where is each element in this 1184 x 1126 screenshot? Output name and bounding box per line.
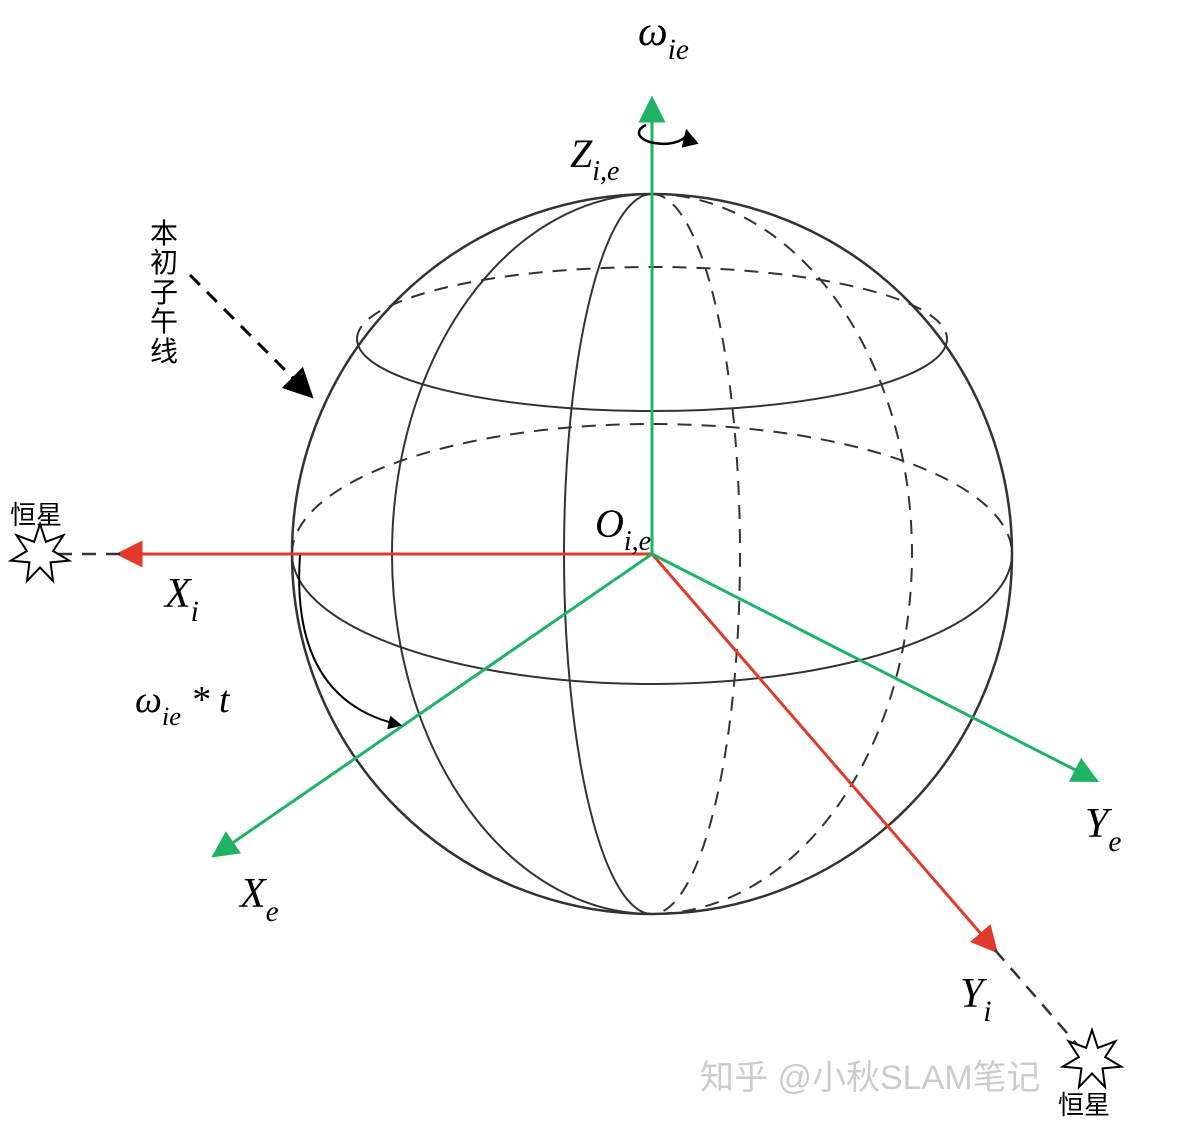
label-x-e: Xe <box>240 870 279 924</box>
label-x-i: Xi <box>165 570 199 624</box>
label-omega-t: ωie * t <box>135 678 230 728</box>
label-y-e: Ye <box>1085 800 1121 854</box>
label-meridian: 本初子午线 <box>150 220 178 367</box>
diagram-stage: ωie Zi,e Oi,e Xi Yi Xe Ye ωie * t 恒星 恒星 … <box>0 0 1184 1126</box>
label-star-1: 恒星 <box>10 495 62 532</box>
label-omega-ie: ωie <box>638 8 689 62</box>
label-y-i: Yi <box>960 970 992 1024</box>
label-o-ie: Oi,e <box>595 500 651 554</box>
label-star-2: 恒星 <box>1058 1085 1110 1122</box>
watermark: 知乎 @小秋SLAM笔记 <box>700 1050 1041 1099</box>
label-z-ie: Zi,e <box>570 130 619 184</box>
